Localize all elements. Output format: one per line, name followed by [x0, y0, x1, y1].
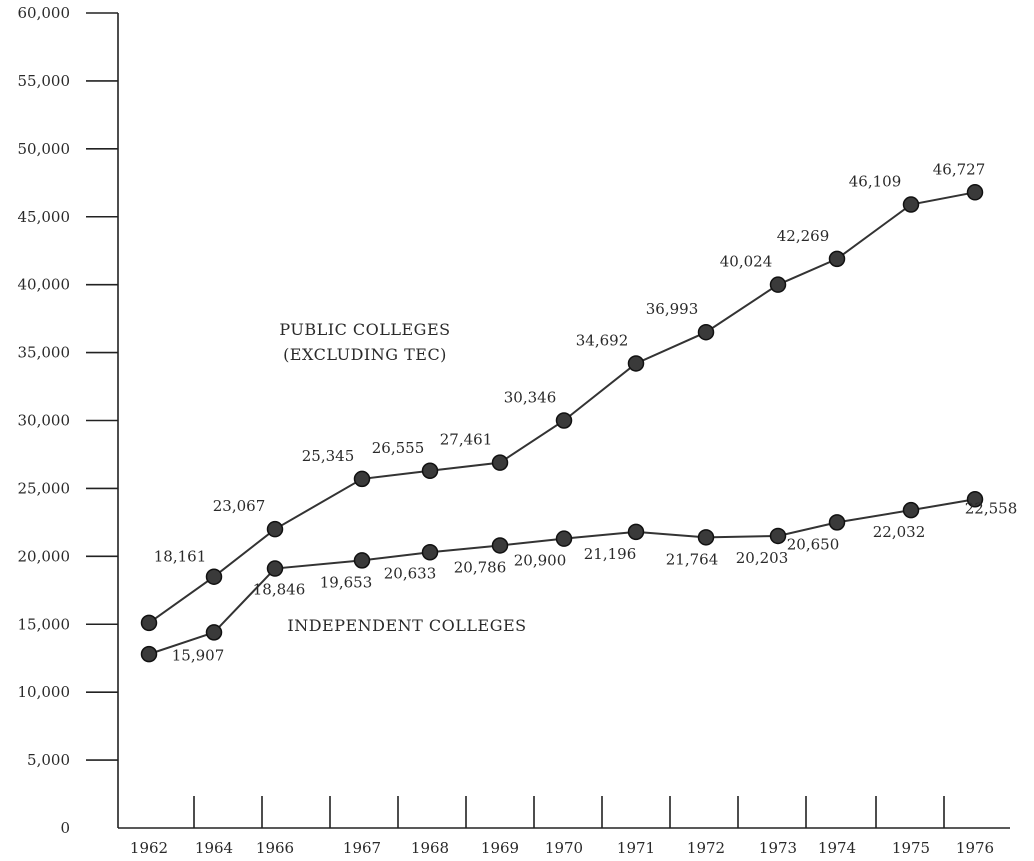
data-point: [491, 454, 509, 471]
data-label: 22,032: [873, 523, 926, 541]
data-point: [421, 462, 439, 480]
y-tick-label: 10,000: [18, 683, 71, 701]
y-tick-label: 45,000: [18, 208, 71, 226]
data-label: 34,692: [576, 331, 629, 349]
data-point: [140, 645, 158, 663]
data-point: [966, 491, 984, 508]
x-axis-tick-labels: 1962 1964 1966 1967 1968 1969 1970 1971 1972 1973…: [130, 839, 994, 857]
data-label: 27,461: [440, 431, 493, 449]
x-tick-label: 1971: [617, 839, 655, 857]
data-label: 21,196: [584, 545, 637, 563]
y-axis-tick-labels: 0 5,000 10,000 15,000 20,000 25,000 30,000 35,0…: [18, 4, 71, 837]
x-tick-label: 1976: [956, 839, 994, 857]
data-label: 20,203: [736, 549, 789, 567]
data-label: 40,024: [720, 253, 773, 271]
data-label: 46,109: [849, 173, 902, 191]
data-label: 22,558: [965, 499, 1018, 517]
data-point: [697, 323, 715, 341]
x-tick-label: 1966: [256, 839, 294, 857]
data-point: [205, 568, 223, 585]
x-tick-label: 1973: [759, 839, 797, 857]
data-point: [140, 614, 158, 632]
data-labels: 18,161 23,067 25,345 26,555 27,461 30,346 34,6…: [154, 160, 1018, 664]
data-label: 15,907: [172, 646, 225, 664]
data-point: [769, 527, 787, 545]
data-point: [555, 412, 573, 429]
data-label: 23,067: [213, 497, 266, 515]
x-tick-label: 1962: [130, 839, 168, 857]
data-point: [555, 530, 573, 547]
data-point: [902, 501, 920, 519]
data-label: 20,650: [787, 535, 840, 553]
series-points: [140, 184, 984, 663]
data-label: 21,764: [666, 550, 719, 568]
series-label: INDEPENDENT COLLEGES: [287, 616, 526, 635]
y-tick-label: 35,000: [18, 344, 71, 362]
data-label: 36,993: [646, 300, 699, 318]
series-label: (EXCLUDING TEC): [283, 345, 447, 364]
y-tick-label: 20,000: [18, 547, 71, 565]
x-tick-label: 1969: [481, 839, 519, 857]
data-label: 30,346: [504, 389, 557, 407]
data-point: [421, 544, 439, 561]
data-point: [353, 552, 371, 569]
x-tick-label: 1974: [818, 839, 856, 857]
series-labels: PUBLIC COLLEGES (EXCLUDING TEC) INDEPENDEN…: [279, 320, 526, 635]
data-label: 18,161: [154, 548, 207, 566]
data-point: [966, 184, 984, 201]
data-point: [205, 624, 223, 641]
data-label: 20,786: [454, 558, 507, 576]
data-point: [627, 355, 645, 372]
data-label: 20,900: [514, 552, 567, 570]
data-point: [697, 529, 715, 546]
data-label: 26,555: [372, 439, 425, 457]
data-point: [266, 560, 284, 577]
y-tick-label: 5,000: [27, 751, 70, 769]
x-tick-label: 1964: [195, 839, 233, 857]
x-tick-label: 1975: [892, 839, 930, 857]
x-tick-label: 1970: [545, 839, 583, 857]
y-tick-label: 30,000: [18, 412, 71, 430]
data-point: [902, 196, 920, 213]
data-label: 20,633: [384, 564, 437, 582]
y-tick-label: 50,000: [18, 140, 71, 158]
data-point: [627, 523, 645, 541]
x-tick-label: 1967: [343, 839, 381, 857]
y-tick-label: 25,000: [18, 479, 71, 497]
data-point: [828, 514, 846, 531]
data-label: 25,345: [302, 447, 355, 465]
y-tick-label: 55,000: [18, 72, 71, 90]
chart-axes: [86, 12, 1010, 829]
data-point: [266, 520, 284, 538]
x-tick-label: 1972: [687, 839, 725, 857]
data-point: [491, 537, 509, 554]
y-tick-label: 60,000: [18, 4, 71, 22]
data-point: [828, 250, 846, 268]
data-label: 18,846: [253, 581, 306, 599]
data-point: [353, 470, 371, 488]
data-label: 19,653: [320, 573, 373, 591]
data-point: [769, 276, 787, 293]
y-tick-label: 0: [60, 819, 70, 837]
data-label: 42,269: [777, 227, 830, 245]
y-tick-label: 15,000: [18, 615, 71, 633]
y-tick-label: 40,000: [18, 276, 71, 294]
x-tick-label: 1968: [411, 839, 449, 857]
series-label: PUBLIC COLLEGES: [279, 320, 450, 339]
data-label: 46,727: [933, 160, 986, 178]
